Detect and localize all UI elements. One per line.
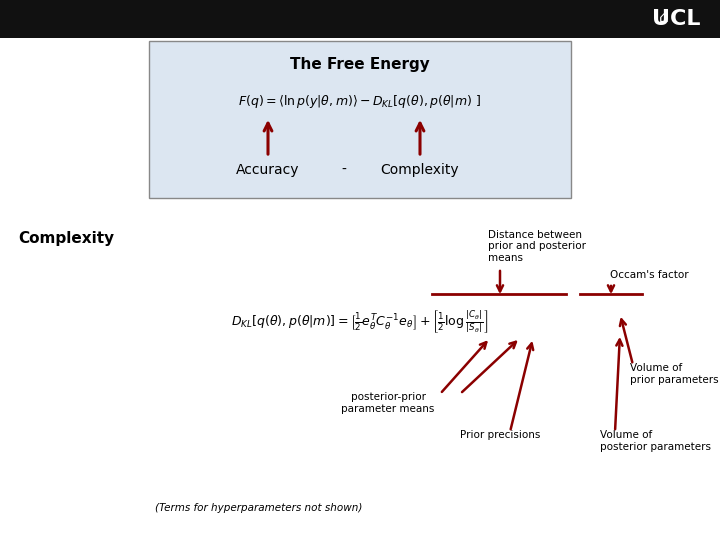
Text: ⌂: ⌂ [658, 10, 668, 25]
Text: Distance between
prior and posterior
means: Distance between prior and posterior mea… [488, 230, 586, 263]
Text: Volume of
posterior parameters: Volume of posterior parameters [600, 430, 711, 451]
Text: posterior-prior
parameter means: posterior-prior parameter means [341, 392, 435, 414]
Text: Accuracy: Accuracy [236, 163, 300, 177]
Text: Volume of
prior parameters: Volume of prior parameters [630, 363, 719, 384]
Text: Complexity: Complexity [381, 163, 459, 177]
Text: UCL: UCL [652, 9, 700, 29]
Text: Occam's factor: Occam's factor [610, 270, 688, 280]
Text: Prior precisions: Prior precisions [460, 430, 540, 440]
Text: $D_{KL}[q(\theta), p(\theta|m)] = \left[\frac{1}{2} e_\theta^T C_\theta^{-1} e_\: $D_{KL}[q(\theta), p(\theta|m)] = \left[… [231, 308, 489, 335]
Text: (Terms for hyperparameters not shown): (Terms for hyperparameters not shown) [155, 503, 362, 513]
Text: -: - [341, 163, 346, 177]
Text: $F(q) = \langle \ln p(y|\theta,m)\rangle - D_{KL}[q(\theta), p(\theta|m)\ ]$: $F(q) = \langle \ln p(y|\theta,m)\rangle… [238, 93, 482, 111]
Text: Complexity: Complexity [18, 231, 114, 246]
Text: The Free Energy: The Free Energy [290, 57, 430, 71]
Bar [0, 0, 720, 38]
FancyBboxPatch shape [149, 41, 571, 198]
